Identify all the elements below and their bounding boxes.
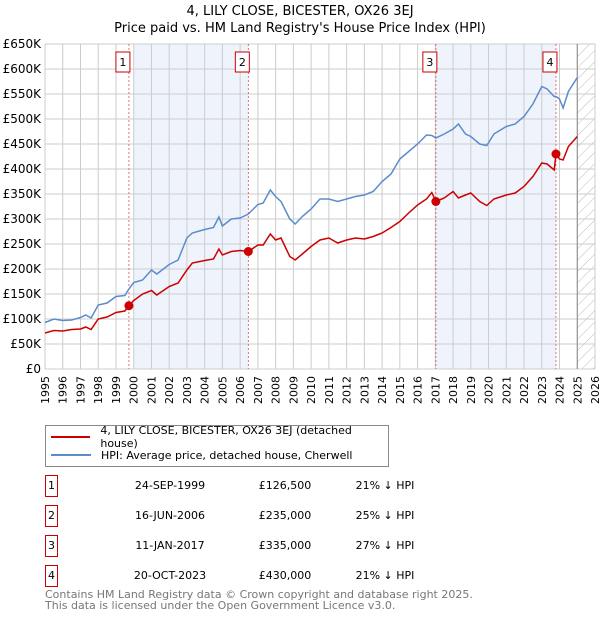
sale-vs-hpi: 21% ↓ HPI bbox=[355, 479, 415, 492]
sale-point bbox=[431, 197, 441, 206]
y-tick-label: £50K bbox=[10, 337, 42, 351]
sale-date: 11-JAN-2017 bbox=[135, 539, 205, 552]
x-tick-label: 2023 bbox=[536, 376, 549, 404]
y-tick-label: £400K bbox=[3, 162, 43, 176]
sale-label-number: 1 bbox=[119, 56, 126, 69]
sale-label-box bbox=[422, 51, 438, 73]
sale-price: £430,000 bbox=[258, 569, 312, 582]
x-tick-label: 2015 bbox=[394, 376, 407, 404]
sale-row: 2 16-JUN-2006 £235,000 25% ↓ HPI bbox=[45, 505, 445, 527]
x-tick-label: 2017 bbox=[429, 376, 442, 404]
sale-price: £126,500 bbox=[258, 479, 312, 492]
x-tick-label: 1998 bbox=[92, 376, 105, 404]
x-tick-label: 2001 bbox=[145, 376, 158, 404]
x-tick-label: 2018 bbox=[447, 376, 460, 404]
x-tick-label: 1997 bbox=[74, 376, 87, 404]
sale-label-number: 2 bbox=[239, 56, 246, 69]
x-tick-label: 2010 bbox=[305, 376, 318, 404]
x-tick-label: 2019 bbox=[465, 376, 478, 404]
sale-price: £235,000 bbox=[258, 509, 312, 522]
property-price-line bbox=[44, 136, 578, 334]
sale-label-number: 3 bbox=[426, 56, 433, 69]
x-tick-label: 2016 bbox=[412, 376, 425, 404]
sale-row: 4 20-OCT-2023 £430,000 21% ↓ HPI bbox=[45, 565, 445, 587]
x-tick-label: 2007 bbox=[252, 376, 265, 404]
sale-point bbox=[243, 247, 253, 256]
sale-row: 3 11-JAN-2017 £335,000 27% ↓ HPI bbox=[45, 535, 445, 557]
plot-area: 1995 1996 1997 1998 1999 2000 2001 2002 2003 2004… bbox=[3, 37, 600, 404]
hpi-line bbox=[44, 77, 578, 324]
footer-line-2: This data is licensed under the Open Gov… bbox=[45, 599, 396, 612]
sale-number: 1 bbox=[45, 475, 58, 497]
sale-date: 16-JUN-2006 bbox=[134, 509, 206, 522]
x-tick-label: 2000 bbox=[128, 376, 141, 404]
legend-label-hpi: HPI: Average price, detached house, Cher… bbox=[101, 448, 353, 462]
x-tick-label: 2011 bbox=[323, 376, 336, 404]
x-tick-label: 2024 bbox=[554, 376, 567, 404]
y-tick-label: £100K bbox=[3, 312, 43, 326]
legend-red-line-icon bbox=[51, 436, 91, 438]
x-tick-label: 2014 bbox=[376, 376, 389, 404]
x-tick-label: 2005 bbox=[216, 376, 229, 404]
future-hatch bbox=[577, 44, 595, 369]
y-tick-label: £300K bbox=[3, 212, 43, 226]
x-tick-label: 2025 bbox=[571, 376, 584, 404]
sale-point bbox=[551, 149, 561, 159]
sale-point bbox=[124, 301, 134, 311]
legend-item-hpi: HPI: Average price, detached house, Cher… bbox=[51, 447, 352, 463]
sale-number: 4 bbox=[45, 565, 58, 587]
y-tick-label: £200K bbox=[3, 262, 43, 276]
x-tick-label: 2026 bbox=[589, 376, 600, 404]
x-tick-label: 2013 bbox=[358, 376, 371, 404]
sale-label-number: 4 bbox=[546, 56, 553, 69]
legend-label-property: 4, LILY CLOSE, BICESTER, OX26 3EJ (detac… bbox=[100, 424, 352, 450]
x-tick-label: 2022 bbox=[518, 376, 531, 404]
x-tick-label: 2020 bbox=[483, 376, 496, 404]
y-tick-label: £650K bbox=[3, 37, 43, 51]
sale-number: 3 bbox=[45, 535, 58, 557]
legend: 4, LILY CLOSE, BICESTER, OX26 3EJ (detac… bbox=[45, 424, 389, 467]
x-tick-label: 2002 bbox=[163, 376, 176, 404]
y-tick-label: £450K bbox=[3, 137, 43, 151]
x-tick-label: 2008 bbox=[270, 376, 283, 404]
sale-price: £335,000 bbox=[258, 539, 312, 552]
sale-date: 24-SEP-1999 bbox=[134, 479, 206, 492]
footer-line-1: Contains HM Land Registry data © Crown c… bbox=[45, 588, 473, 601]
x-tick-label: 1999 bbox=[110, 376, 123, 404]
sale-vs-hpi: 27% ↓ HPI bbox=[355, 539, 415, 552]
sale-row: 1 24-SEP-1999 £126,500 21% ↓ HPI bbox=[45, 475, 445, 497]
legend-item-property: 4, LILY CLOSE, BICESTER, OX26 3EJ (detac… bbox=[51, 424, 388, 450]
shaded-period bbox=[133, 44, 249, 369]
x-tick-label: 2004 bbox=[199, 376, 212, 404]
sale-vs-hpi: 21% ↓ HPI bbox=[355, 569, 415, 582]
sale-label-box bbox=[234, 51, 250, 73]
y-tick-label: £0 bbox=[26, 362, 41, 376]
x-tick-label: 2012 bbox=[341, 376, 354, 404]
x-tick-label: 1996 bbox=[57, 376, 70, 404]
footer: Contains HM Land Registry data © Crown c… bbox=[45, 589, 473, 611]
y-tick-label: £350K bbox=[3, 187, 43, 201]
chart-title: 4, LILY CLOSE, BICESTER, OX26 3EJ bbox=[186, 4, 414, 19]
sale-date: 20-OCT-2023 bbox=[133, 569, 207, 582]
y-tick-label: £250K bbox=[3, 237, 43, 251]
x-tick-label: 2009 bbox=[287, 376, 300, 404]
y-tick-label: £550K bbox=[3, 87, 43, 101]
chart-subtitle: Price paid vs. HM Land Registry's House … bbox=[114, 21, 486, 36]
y-tick-label: £500K bbox=[3, 112, 43, 126]
sale-number: 2 bbox=[45, 505, 58, 527]
x-tick-label: 1995 bbox=[39, 376, 52, 404]
x-tick-label: 2003 bbox=[181, 376, 194, 404]
y-tick-label: £150K bbox=[3, 287, 43, 301]
legend-blue-line-icon bbox=[51, 454, 91, 456]
x-tick-label: 2006 bbox=[234, 376, 247, 404]
x-tick-label: 2021 bbox=[500, 376, 513, 404]
y-tick-label: £600K bbox=[3, 62, 43, 76]
sale-label-box bbox=[115, 51, 131, 73]
sale-vs-hpi: 25% ↓ HPI bbox=[355, 509, 415, 522]
sale-label-box bbox=[542, 51, 558, 73]
